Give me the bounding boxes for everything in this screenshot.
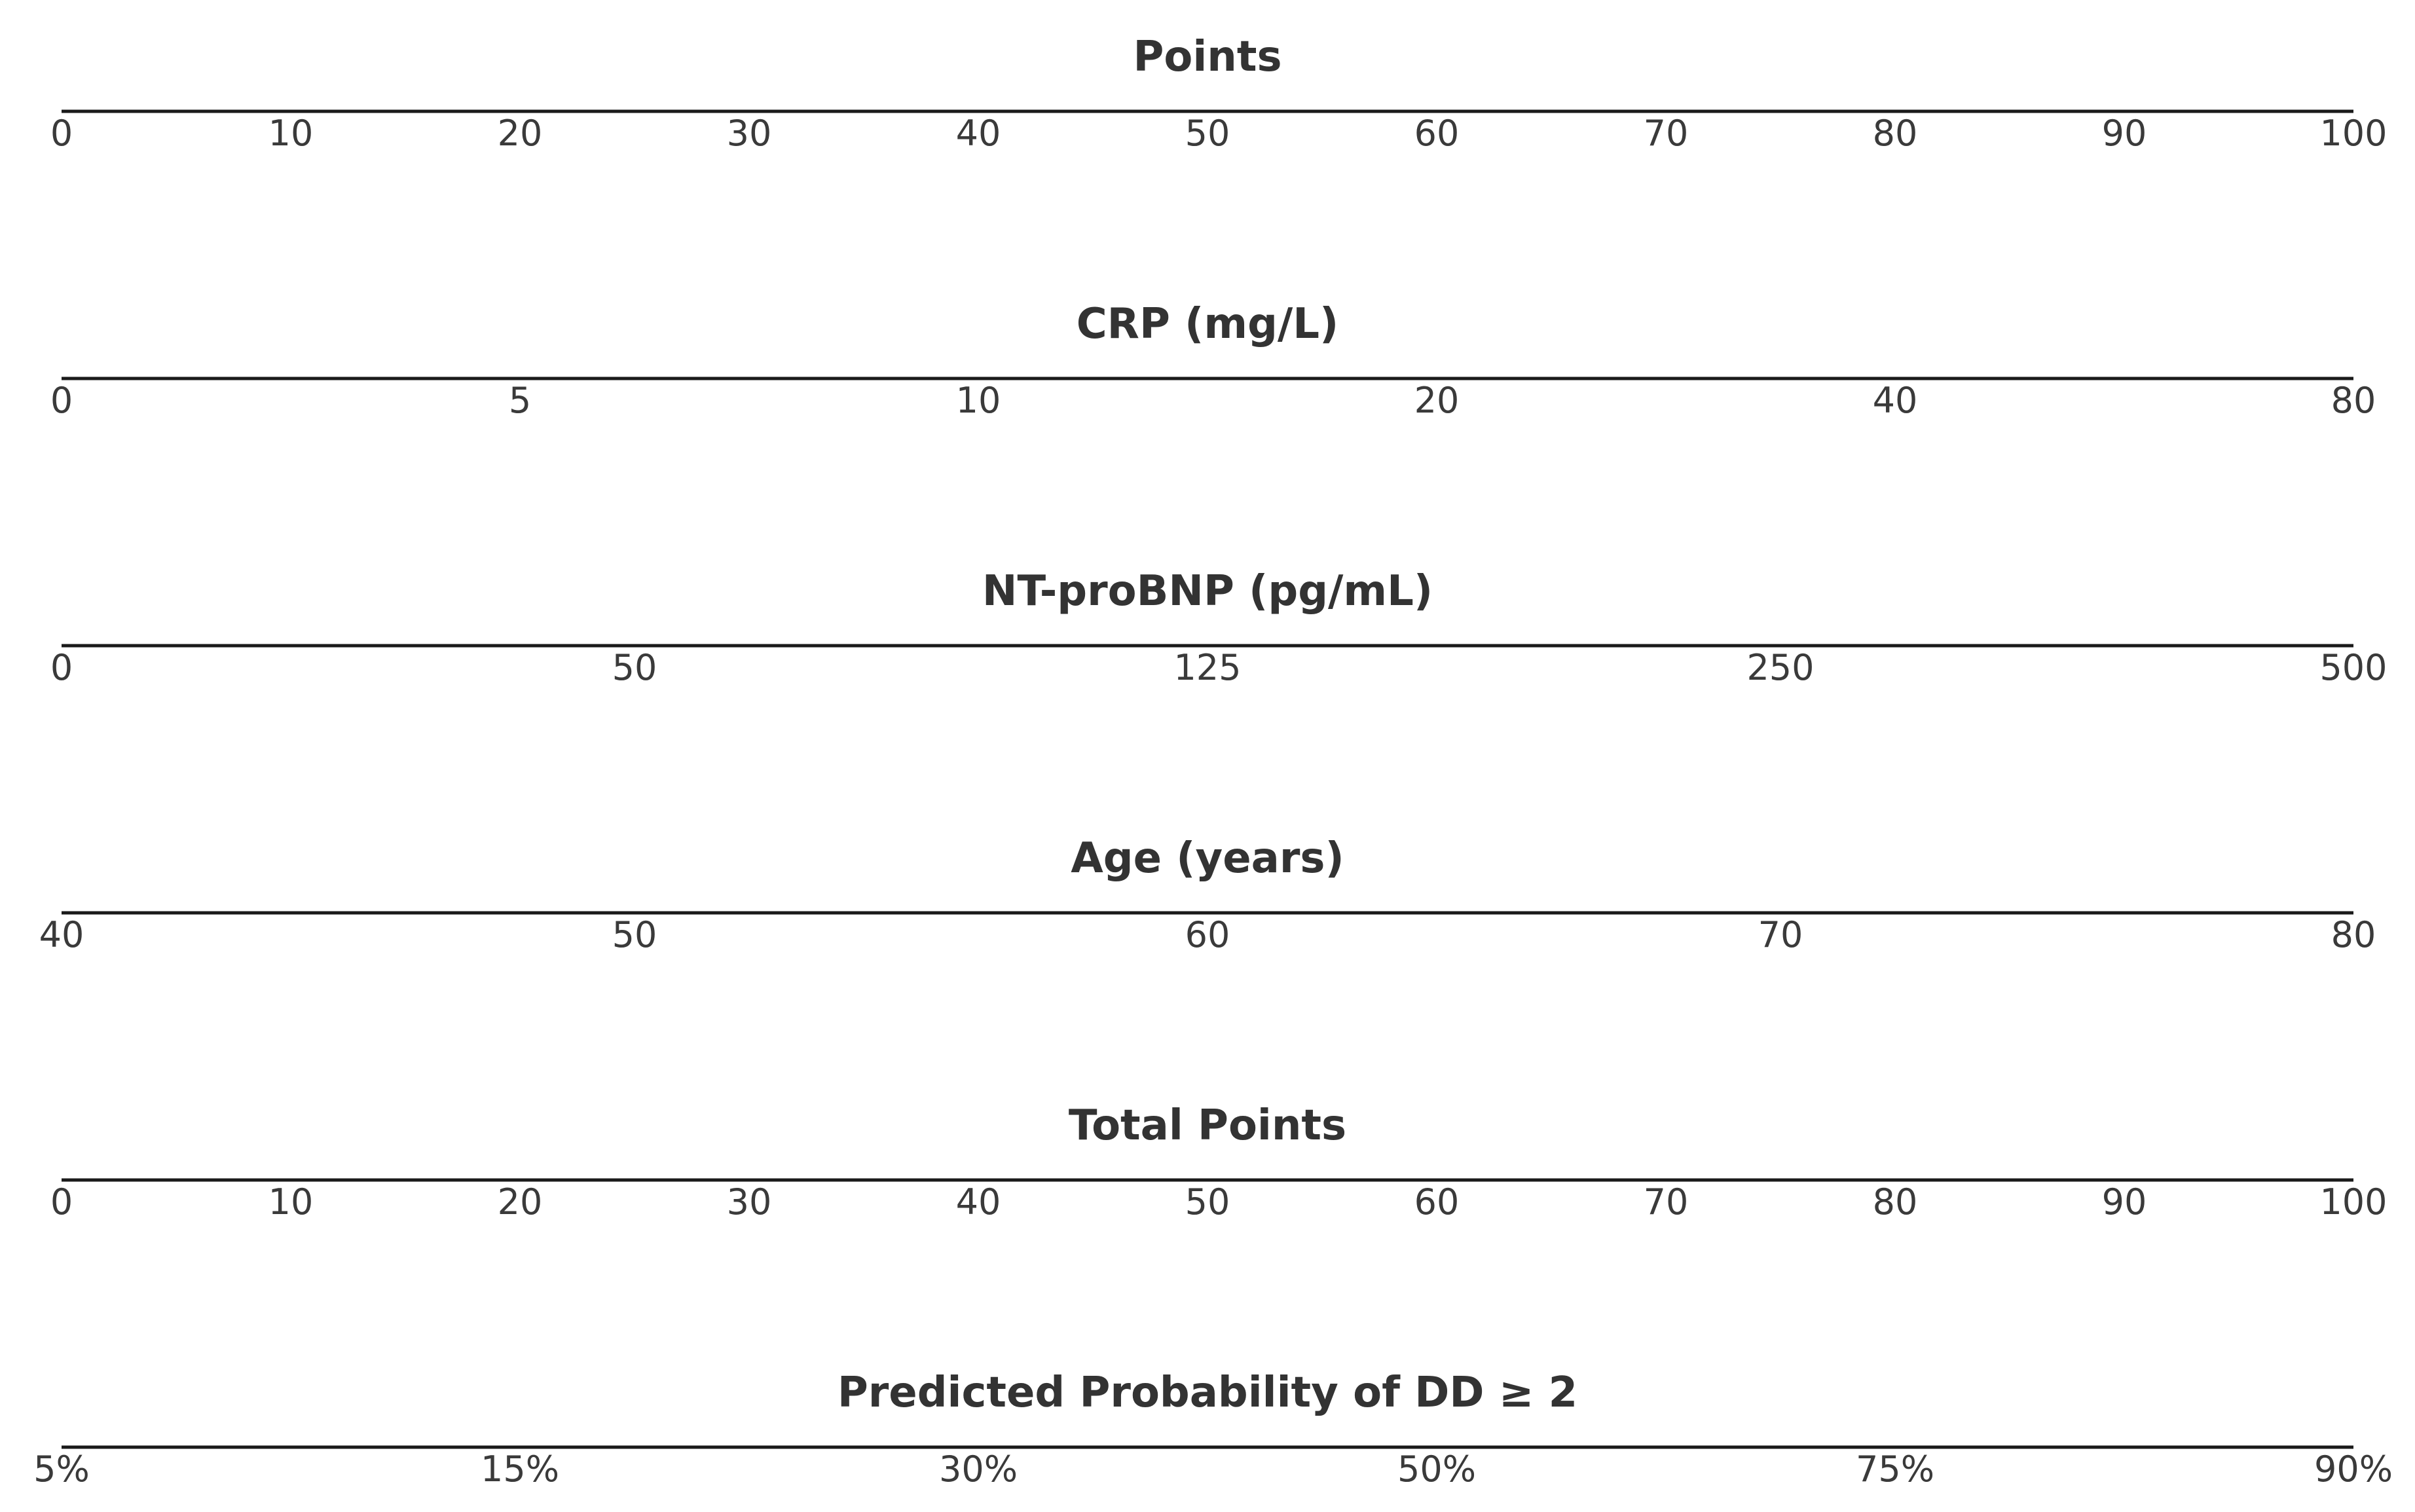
tick-label: 20	[498, 1181, 543, 1223]
tick-label: 0	[50, 647, 73, 688]
axis-nt-probnp-pg-ml: NT-proBNP (pg/mL) 0 50 125 250 500	[50, 567, 2387, 688]
tick-label: 40	[956, 113, 1001, 154]
tick-label: 80	[2331, 380, 2376, 421]
tick-label: 50%	[1397, 1448, 1476, 1490]
tick-label: 5	[509, 380, 531, 421]
tick-label: 80	[1873, 1181, 1918, 1223]
tick-label: 100	[2319, 113, 2387, 154]
tick-label: 70	[1758, 914, 1803, 955]
tick-label: 60	[1414, 1181, 1460, 1223]
tick-label: 10	[268, 113, 314, 154]
tick-label: 10	[268, 1181, 314, 1223]
tick-label: 90	[2102, 113, 2147, 154]
tick-label: 20	[498, 113, 543, 154]
tick-label: 70	[1644, 1181, 1689, 1223]
axis-title: Points	[1133, 33, 1281, 81]
tick-label: 50	[1185, 113, 1230, 154]
tick-label: 90%	[2314, 1448, 2393, 1490]
axis-title: NT-proBNP (pg/mL)	[982, 567, 1433, 616]
axis-predicted-probability-of-dd-2: Predicted Probability of DD ≥ 2 5% 15% 30% 5…	[33, 1369, 2393, 1490]
tick-label: 20	[1414, 380, 1460, 421]
axis-points: Points 0 10 20 30 40 50 60 70 80 90 100	[50, 33, 2387, 154]
axis-title: Predicted Probability of DD ≥ 2	[838, 1369, 1577, 1417]
tick-label: 5%	[33, 1448, 90, 1490]
tick-label: 50	[1185, 1181, 1230, 1223]
tick-label: 500	[2319, 647, 2387, 688]
tick-label: 0	[50, 1181, 73, 1223]
tick-label: 40	[1873, 380, 1918, 421]
tick-label: 30%	[939, 1448, 1018, 1490]
axis-crp-mg-l: CRP (mg/L) 0 5 10 20 40 80	[50, 300, 2376, 421]
tick-label: 50	[612, 647, 657, 688]
tick-label: 125	[1173, 647, 1241, 688]
tick-label: 0	[50, 113, 73, 154]
tick-label: 0	[50, 380, 73, 421]
tick-label: 30	[727, 113, 772, 154]
axis-title: Age (years)	[1071, 834, 1344, 883]
tick-label: 10	[956, 380, 1001, 421]
tick-label: 90	[2102, 1181, 2147, 1223]
tick-label: 75%	[1856, 1448, 1934, 1490]
tick-label: 30	[727, 1181, 772, 1223]
axis-total-points: Total Points 0 10 20 30 40 50 60 70 80 90 100	[50, 1101, 2387, 1223]
axis-age-years: Age (years) 40 50 60 70 80	[39, 834, 2376, 955]
tick-label: 15%	[481, 1448, 559, 1490]
tick-label: 60	[1185, 914, 1230, 955]
tick-label: 60	[1414, 113, 1460, 154]
tick-label: 50	[612, 914, 657, 955]
tick-label: 40	[39, 914, 84, 955]
tick-label: 70	[1644, 113, 1689, 154]
axis-title: Total Points	[1069, 1101, 1346, 1150]
tick-label: 40	[956, 1181, 1001, 1223]
tick-label: 100	[2319, 1181, 2387, 1223]
tick-label: 80	[1873, 113, 1918, 154]
axis-title: CRP (mg/L)	[1077, 300, 1339, 348]
tick-label: 250	[1746, 647, 1814, 688]
tick-label: 80	[2331, 914, 2376, 955]
